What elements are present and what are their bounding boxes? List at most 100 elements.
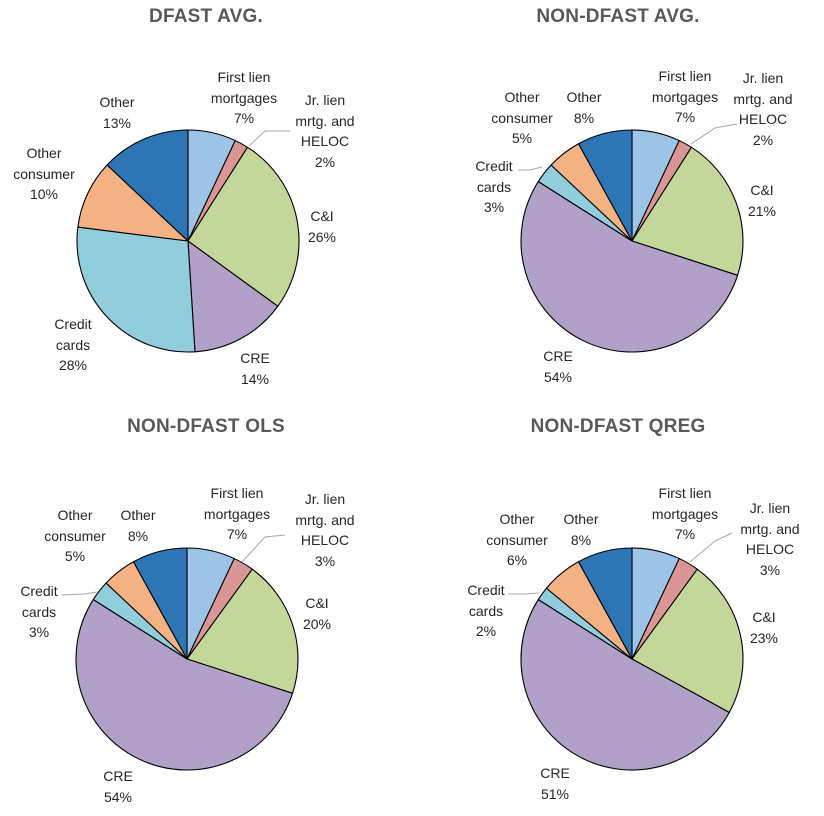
- data-label-value: 2%: [752, 131, 774, 148]
- chart-title: NON-DFAST AVG.: [536, 6, 700, 27]
- data-label-category-line: consumer: [13, 165, 75, 182]
- data-label-value: 8%: [570, 531, 592, 548]
- data-label-value: 6%: [506, 552, 528, 568]
- chart-title: NON-DFAST QREG: [530, 416, 706, 437]
- data-label-category-line: First lien: [658, 68, 712, 84]
- data-label-category-line: cards: [476, 178, 512, 195]
- data-label-jr-lien-heloc: Jr. lien mrtg. and HELOC 3%: [295, 489, 354, 571]
- chart-title: DFAST AVG.: [149, 6, 263, 27]
- data-label-category-line: CRE: [540, 765, 570, 781]
- data-label-c-and-i: C&I 23%: [750, 607, 778, 648]
- data-label-other-consumer: Other consumer 5%: [491, 87, 552, 149]
- data-label-first-lien-mortgages: First lien mortgages 7%: [204, 483, 270, 545]
- data-label-jr-lien-heloc: Jr. lien mrtg. and HELOC 2%: [733, 68, 792, 150]
- data-label-category-line: mrtg. and: [295, 511, 355, 528]
- data-label-category-line: consumer: [486, 531, 548, 548]
- pie-panel-non-dfast-avg: NON-DFAST AVG. First lien mortgages 7% Jr. …: [412, 0, 824, 406]
- pie-slice-cre: [520, 180, 739, 353]
- data-label-value: 7%: [674, 109, 696, 125]
- data-label-other-consumer: Other consumer 6%: [486, 509, 547, 571]
- data-label-value: 21%: [747, 202, 777, 219]
- pie-slice-other: [106, 129, 189, 242]
- data-label-value: 2%: [475, 623, 497, 639]
- pie-slice-cre: [75, 598, 294, 771]
- data-label-category-line: cards: [21, 603, 57, 620]
- data-label-value: 26%: [307, 228, 337, 245]
- data-label-category-line: Other: [26, 145, 62, 161]
- pie-chart: [76, 129, 300, 353]
- data-label-category-line: C&I: [752, 609, 776, 625]
- data-label-value: 13%: [102, 114, 132, 131]
- data-label-category-line: CRE: [543, 348, 573, 364]
- data-label-category-line: Other: [57, 507, 93, 523]
- pie-slice-other: [577, 547, 633, 660]
- data-label-value: 3%: [759, 561, 781, 578]
- pie-chart: [518, 123, 744, 353]
- data-label-category-line: HELOC: [300, 532, 350, 548]
- data-label-category-line: consumer: [44, 527, 106, 544]
- data-label-value: 23%: [749, 629, 779, 646]
- data-label-category-line: cards: [55, 336, 91, 353]
- data-label-category-line: C&I: [305, 595, 329, 611]
- data-label-category-line: Jr. lien: [742, 70, 784, 86]
- data-label-value: 2%: [314, 153, 336, 170]
- data-label-c-and-i: C&I 26%: [308, 206, 336, 247]
- leader-line-jr-lien-heloc: [248, 130, 290, 147]
- data-label-category-line: HELOC: [738, 111, 788, 127]
- data-label-value: 3%: [28, 624, 50, 640]
- data-label-other-consumer: Other consumer 5%: [44, 505, 105, 567]
- data-label-category-line: First lien: [658, 485, 712, 501]
- data-label-value: 8%: [127, 527, 149, 544]
- data-label-credit-cards: Credit cards 3%: [20, 581, 57, 643]
- data-label-category-line: Jr. lien: [749, 500, 791, 516]
- data-label-cre: CRE 54%: [543, 346, 573, 387]
- data-label-cre: CRE 14%: [240, 348, 270, 389]
- data-label-credit-cards: Credit cards 28%: [54, 314, 91, 376]
- leader-line-jr-lien-heloc: [690, 123, 738, 145]
- leader-line-jr-lien-heloc: [241, 534, 286, 563]
- data-label-category-line: Other: [563, 511, 599, 527]
- data-label-c-and-i: C&I 20%: [303, 593, 331, 634]
- data-label-other-consumer: Other consumer 10%: [13, 143, 74, 205]
- data-label-category-line: mrtg. and: [295, 112, 355, 129]
- chart-title: NON-DFAST OLS: [127, 416, 285, 437]
- data-label-c-and-i: C&I 21%: [748, 180, 776, 221]
- pie-panel-non-dfast-qreg: NON-DFAST QREG First lien mortgages 7% Jr. …: [412, 410, 824, 816]
- data-label-jr-lien-heloc: Jr. lien mrtg. and HELOC 3%: [740, 498, 799, 580]
- pie-slice-credit-cards: [76, 226, 196, 353]
- data-label-value: 8%: [573, 109, 595, 126]
- data-label-category-line: consumer: [491, 109, 553, 126]
- data-label-category-line: mrtg. and: [733, 90, 793, 107]
- data-label-category-line: Credit: [54, 316, 92, 332]
- data-label-category-line: Other: [499, 511, 535, 527]
- data-label-category-line: mortgages: [210, 89, 278, 106]
- data-label-category-line: CRE: [240, 350, 270, 366]
- data-label-cre: CRE 51%: [540, 763, 570, 804]
- pie-panel-non-dfast-ols: NON-DFAST OLS First lien mortgages 7% Jr. l…: [0, 410, 412, 816]
- data-label-value: 28%: [58, 357, 88, 373]
- data-label-value: 7%: [233, 110, 255, 126]
- pie-slice-other: [577, 129, 633, 242]
- data-label-credit-cards: Credit cards 2%: [467, 580, 504, 642]
- data-label-category-line: mrtg. and: [740, 520, 800, 537]
- data-label-other: Other 8%: [563, 509, 598, 550]
- data-label-category-line: mortgages: [203, 505, 271, 522]
- data-label-value: 7%: [674, 526, 696, 542]
- data-label-value: 54%: [543, 368, 573, 385]
- data-label-other: Other 13%: [99, 92, 134, 133]
- leader-line-jr-lien-heloc: [689, 532, 733, 563]
- data-label-value: 5%: [511, 130, 533, 146]
- pie-slice-cre: [520, 598, 730, 771]
- data-label-cre: CRE 54%: [103, 766, 133, 807]
- data-label-category-line: Other: [120, 507, 156, 523]
- data-label-value: 54%: [103, 788, 133, 805]
- data-label-value: 14%: [240, 370, 270, 387]
- leader-line-credit-cards: [61, 591, 98, 596]
- leader-line-credit-cards: [508, 592, 540, 595]
- data-label-category-line: CRE: [103, 768, 133, 784]
- data-label-category-line: Credit: [20, 583, 58, 599]
- data-label-category-line: Jr. lien: [304, 92, 346, 108]
- data-label-value: 5%: [64, 548, 86, 564]
- pie-slice-c-and-i: [631, 146, 744, 276]
- data-label-category-line: First lien: [210, 485, 264, 501]
